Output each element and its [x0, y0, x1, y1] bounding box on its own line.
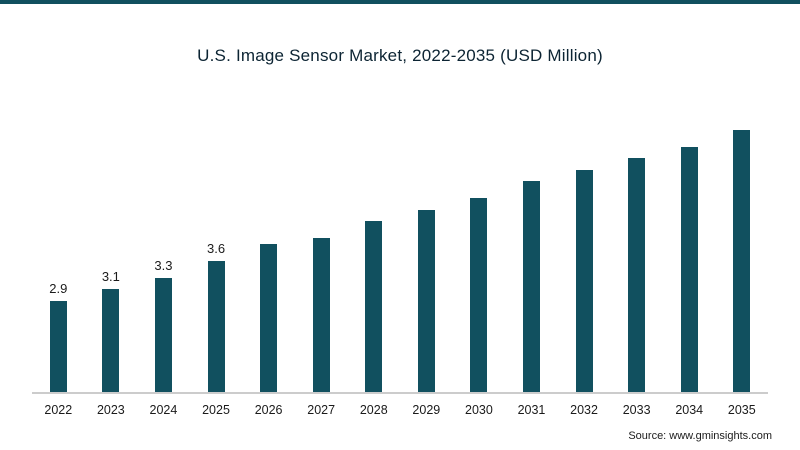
x-axis-label: 2027 [307, 403, 336, 417]
bar-slot [557, 94, 611, 394]
bar [680, 147, 698, 392]
x-axis-label: 2028 [359, 403, 388, 417]
bar [522, 181, 540, 392]
x-axis-label: 2022 [44, 403, 73, 417]
bar-value-label: 2.9 [49, 281, 68, 296]
bar-column: 2032 [557, 94, 611, 417]
bar-column: 2033 [610, 94, 663, 417]
bar-slot [242, 94, 295, 394]
plot-area: 2.9 2022 3.1 2023 3.3 2024 3.6 2025 2026 2027 2028… [32, 94, 769, 417]
bar-slot [505, 94, 558, 394]
bar [49, 301, 67, 392]
bar-slot [610, 94, 663, 394]
bar-slot: 3.1 [84, 94, 138, 394]
bar-slot [294, 94, 348, 394]
bar-column: 2028 [347, 94, 401, 417]
bar-column: 2030 [452, 94, 506, 417]
bar [207, 261, 225, 392]
bar-slot [347, 94, 401, 394]
x-axis-label: 2031 [517, 403, 546, 417]
x-axis-label: 2025 [202, 403, 230, 417]
bar-slot [400, 94, 453, 394]
bar [733, 130, 751, 392]
bar-column: 2035 [715, 94, 769, 417]
bar [628, 158, 646, 392]
bar [260, 244, 278, 392]
x-axis-label: 2024 [149, 403, 178, 417]
bar-value-label: 3.1 [101, 269, 120, 284]
bars: 2.9 2022 3.1 2023 3.3 2024 3.6 2025 2026 2027 2028… [32, 94, 769, 417]
bar-column: 2031 [505, 94, 558, 417]
bar-slot [452, 94, 506, 394]
bar-slot: 2.9 [32, 94, 85, 394]
bar-column: 2029 [400, 94, 453, 417]
bar-column: 3.1 2023 [84, 94, 138, 417]
x-axis-label: 2034 [675, 403, 704, 417]
bar-column: 2026 [242, 94, 295, 417]
bar-value-label: 3.6 [206, 241, 226, 256]
bar-column: 2.9 2022 [32, 94, 85, 417]
source-note: Source: www.gminsights.com [628, 430, 772, 442]
bar [365, 221, 383, 392]
bar-column: 2027 [294, 94, 348, 417]
chart-title: U.S. Image Sensor Market, 2022-2035 (USD… [197, 46, 603, 65]
x-axis-label: 2030 [465, 403, 493, 417]
bar [312, 238, 330, 392]
bar-slot: 3.6 [189, 94, 243, 394]
x-axis-label: 2029 [412, 403, 441, 417]
bar-slot [662, 94, 716, 394]
bar [575, 170, 593, 392]
bar-column: 3.3 2024 [137, 94, 190, 417]
x-axis-label: 2035 [727, 403, 756, 417]
x-axis-label: 2026 [254, 403, 283, 417]
bar-column: 3.6 2025 [189, 94, 243, 417]
bar [417, 210, 435, 392]
bar-value-label: 3.3 [154, 258, 173, 273]
bar [102, 289, 120, 392]
bar-slot: 3.3 [137, 94, 190, 394]
bar [470, 198, 488, 392]
bar [154, 278, 172, 392]
x-axis-label: 2033 [622, 403, 651, 417]
x-axis-label: 2032 [570, 403, 598, 417]
bar-slot [715, 94, 769, 394]
bar-column: 2034 [662, 94, 716, 417]
x-axis-label: 2023 [96, 403, 125, 417]
